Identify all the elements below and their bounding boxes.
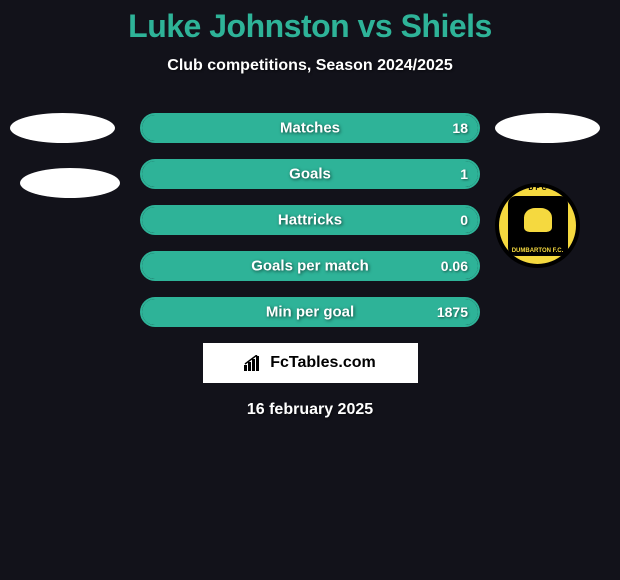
page-title: Luke Johnston vs Shiels [0,0,620,45]
player-left-placeholder-1 [10,113,115,143]
stat-row-goals-per-match: Goals per match 0.06 [140,251,480,281]
stat-value-right: 0 [460,212,468,228]
stat-row-goals: Goals 1 [140,159,480,189]
stat-row-min-per-goal: Min per goal 1875 [140,297,480,327]
player-left-placeholder-2 [20,168,120,198]
stat-label: Goals per match [251,258,369,275]
player-right-placeholder [495,113,600,143]
stat-label: Min per goal [266,304,354,321]
watermark-text: FcTables.com [270,354,376,372]
stat-row-hattricks: Hattricks 0 [140,205,480,235]
player-right-badges: D F C DUMBARTON F.C. [495,113,600,268]
stats-container: Matches 18 Goals 1 Hattricks 0 Goals per… [140,113,480,327]
stat-row-matches: Matches 18 [140,113,480,143]
comparison-area: D F C DUMBARTON F.C. Matches 18 Goals 1 … [0,113,620,419]
player-left-badges [10,113,120,223]
crest-text-bottom: DUMBARTON F.C. [512,248,564,254]
stat-value-right: 18 [452,120,468,136]
chart-icon [244,355,264,371]
date: 16 february 2025 [0,401,620,419]
crest-text-top: D F C [528,185,546,192]
stat-value-right: 1875 [437,304,468,320]
stat-label: Matches [280,120,340,137]
stat-value-right: 1 [460,166,468,182]
crest-elephant-icon [524,208,552,232]
club-crest: D F C DUMBARTON F.C. [495,183,580,268]
crest-shield: DUMBARTON F.C. [508,196,568,256]
stat-label: Hattricks [278,212,342,229]
watermark: FcTables.com [203,343,418,383]
stat-label: Goals [289,166,331,183]
page-subtitle: Club competitions, Season 2024/2025 [0,57,620,75]
stat-value-right: 0.06 [441,258,468,274]
